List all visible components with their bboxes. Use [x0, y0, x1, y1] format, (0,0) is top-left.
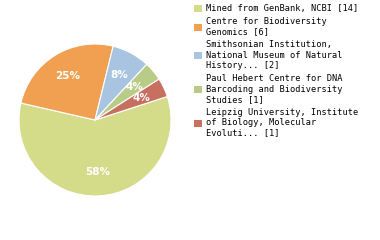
Text: 4%: 4% [133, 93, 151, 103]
Text: 4%: 4% [126, 82, 144, 92]
Wedge shape [95, 79, 167, 120]
Text: 25%: 25% [55, 71, 81, 81]
Legend: Mined from GenBank, NCBI [14], Centre for Biodiversity
Genomics [6], Smithsonian: Mined from GenBank, NCBI [14], Centre fo… [194, 4, 358, 138]
Wedge shape [95, 64, 159, 120]
Wedge shape [95, 46, 147, 120]
Wedge shape [21, 44, 113, 120]
Wedge shape [19, 96, 171, 196]
Text: 8%: 8% [111, 70, 128, 79]
Text: 58%: 58% [85, 167, 110, 177]
